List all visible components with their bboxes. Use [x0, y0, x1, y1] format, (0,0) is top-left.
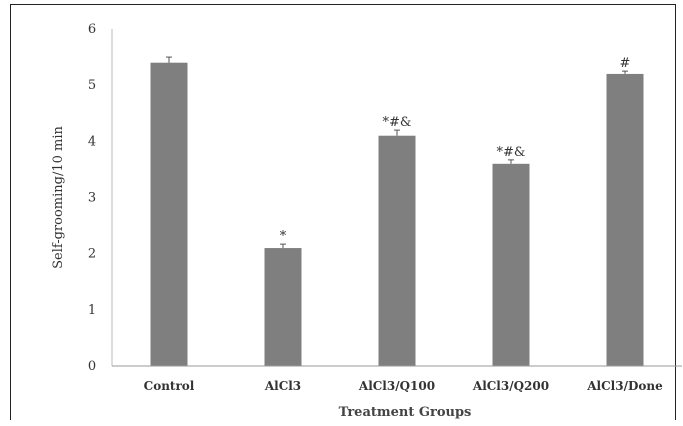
bar — [492, 163, 530, 366]
y-tick-labels: 0 1 2 3 4 5 6 — [88, 22, 96, 374]
x-tick-label: AlCl3/Q100 — [358, 379, 435, 393]
y-tick-label: 2 — [88, 247, 96, 262]
x-tick-label: AlCl3 — [264, 379, 301, 393]
chart-frame — [10, 4, 676, 420]
bar — [606, 73, 644, 366]
x-tick-label: Control — [144, 379, 195, 393]
y-axis-title: Self-grooming/10 min — [51, 125, 66, 268]
significance-labels: * *#& *#& # — [280, 56, 631, 244]
bar — [264, 248, 302, 366]
significance-label: * — [280, 229, 287, 244]
y-tick-label: 5 — [88, 78, 96, 93]
significance-label: *#& — [497, 145, 526, 160]
y-tick-label: 1 — [88, 303, 96, 318]
category-labels: Control AlCl3 AlCl3/Q100 AlCl3/Q200 AlCl3/Do… — [144, 379, 663, 393]
y-tick-label: 4 — [88, 134, 96, 149]
significance-label: *#& — [383, 115, 412, 130]
bars — [150, 62, 644, 366]
x-tick-label: AlCl3/Done — [586, 379, 663, 393]
y-tick-label: 6 — [88, 22, 96, 37]
y-tick-label: 0 — [88, 359, 96, 374]
bar — [378, 135, 416, 366]
significance-label: # — [620, 56, 631, 71]
bar — [150, 62, 188, 366]
x-axis-title: Treatment Groups — [339, 405, 472, 420]
y-tick-label: 3 — [88, 191, 96, 206]
x-tick-label: AlCl3/Q200 — [472, 379, 549, 393]
error-bars — [166, 56, 628, 249]
